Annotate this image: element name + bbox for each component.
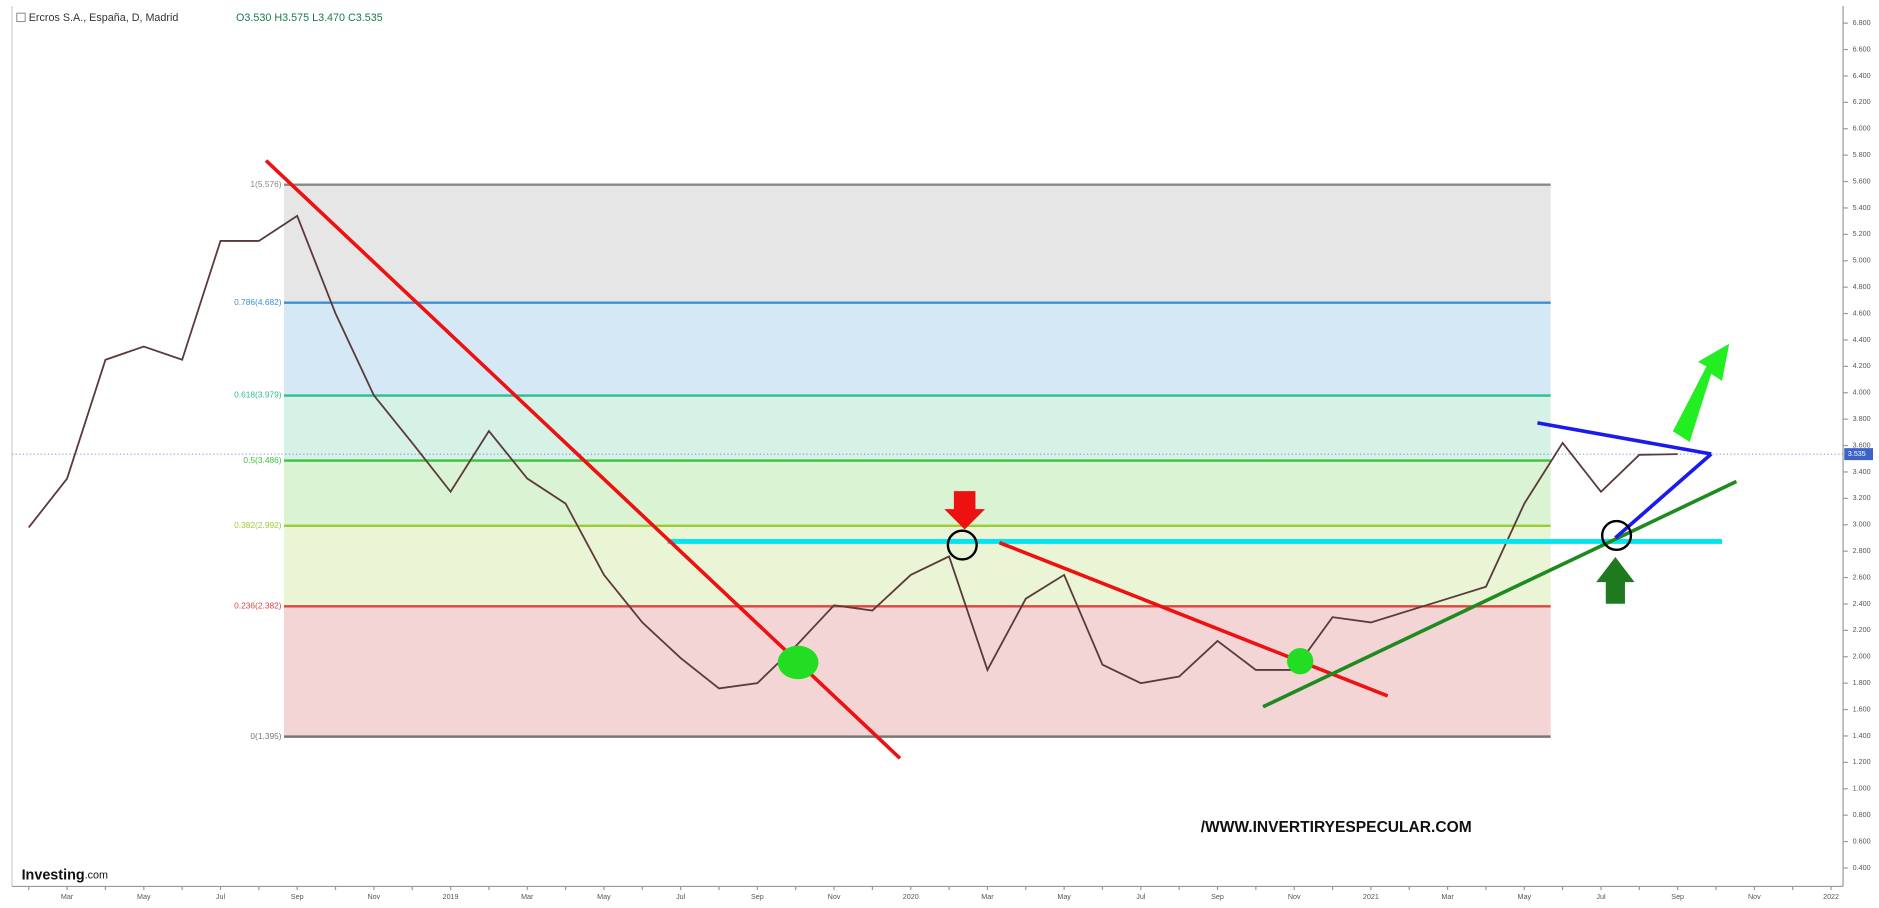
collapse-icon[interactable]: [16, 12, 26, 23]
y-tick-label: 5.800: [1853, 151, 1871, 159]
marker-dot: [1287, 648, 1314, 675]
y-tick-label: 2.000: [1853, 653, 1871, 661]
x-tick-label: May: [597, 893, 611, 901]
trend-line: [998, 540, 1389, 698]
x-tick-label: Mar: [1441, 893, 1454, 901]
fib-band: [284, 395, 1551, 461]
labels: 0.400 0.600 0.800 1.000 1.200 1.400 1.600 1.800…: [61, 19, 1874, 901]
target-arrow: [1672, 343, 1730, 443]
x-tick-label: 2022: [1823, 893, 1839, 901]
y-tick-label: 2.600: [1853, 573, 1871, 581]
fib-label: 0.786(4.682): [234, 297, 282, 307]
down-arrow: [944, 491, 986, 530]
chart-title: Ercros S.A., España, D, Madrid: [29, 12, 179, 24]
y-tick-label: 1.000: [1853, 785, 1871, 793]
y-tick-label: 3.000: [1853, 521, 1871, 529]
y-tick-label: 3.800: [1853, 415, 1871, 423]
y-tick-label: 4.600: [1853, 309, 1871, 317]
y-tick-label: 2.200: [1853, 626, 1871, 634]
brand: Investing.com: [22, 867, 108, 883]
y-tick-label: 4.800: [1853, 283, 1871, 291]
brand-suffix: .com: [85, 870, 108, 882]
x-tick-label: May: [1518, 893, 1532, 901]
y-tick-label: 6.200: [1853, 98, 1871, 106]
x-tick-label: Mar: [521, 893, 534, 901]
triangle-line: [1537, 421, 1712, 456]
y-tick-label: 0.800: [1853, 811, 1871, 819]
fib-label: 0.236(2.382): [234, 601, 282, 611]
last-price-box: [1844, 448, 1874, 461]
marker-circle: [946, 529, 978, 561]
x-tick-label: Nov: [367, 893, 380, 901]
fib-band: [284, 302, 1551, 396]
y-tick-label: 3.600: [1853, 441, 1871, 449]
x-tick-label: Sep: [751, 893, 764, 901]
fib-band: [284, 460, 1551, 526]
brand-name: Investing: [22, 867, 85, 883]
x-tick-label: Sep: [291, 893, 304, 901]
y-tick-label: 6.000: [1853, 125, 1871, 133]
x-tick-label: Jul: [676, 893, 686, 901]
y-tick-label: 5.000: [1853, 257, 1871, 265]
fib-label: 0(1.395): [250, 731, 281, 741]
price-line: [28, 214, 1678, 690]
y-tick-label: 0.400: [1853, 864, 1871, 872]
x-tick-label: Nov: [828, 893, 841, 901]
x-tick-label: Sep: [1671, 893, 1684, 901]
y-tick-label: 5.200: [1853, 230, 1871, 238]
x-tick-label: Nov: [1748, 893, 1761, 901]
y-tick-label: 3.400: [1853, 468, 1871, 476]
x-tick-label: Sep: [1211, 893, 1224, 901]
x-tick-label: Jul: [1596, 893, 1606, 901]
up-arrow: [1596, 557, 1635, 604]
y-tick-label: 4.200: [1853, 362, 1871, 370]
fib-bands: [284, 184, 1551, 737]
x-tick-label: 2020: [903, 893, 919, 901]
x-tick-label: 2019: [443, 893, 459, 901]
y-tick-label: 0.600: [1853, 837, 1871, 845]
y-tick-label: 4.000: [1853, 389, 1871, 397]
y-tick-label: 2.800: [1853, 547, 1871, 555]
y-tick-label: 1.200: [1853, 758, 1871, 766]
x-tick-label: 2021: [1363, 893, 1379, 901]
y-tick-label: 5.400: [1853, 204, 1871, 212]
fib-label: 0.5(3.486): [243, 455, 281, 465]
fib-label: 1(5.576): [250, 179, 281, 189]
x-tick-label: Jul: [1136, 893, 1146, 901]
y-tick-label: 3.200: [1853, 494, 1871, 502]
y-tick-label: 6.400: [1853, 72, 1871, 80]
y-tick-label: 4.400: [1853, 336, 1871, 344]
y-tick-label: 1.400: [1853, 732, 1871, 740]
fib-band: [284, 184, 1551, 303]
plot: [11, 183, 1844, 738]
marker-circle: [1600, 519, 1633, 552]
axes: [11, 5, 1848, 891]
y-tick-label: 1.800: [1853, 679, 1871, 687]
x-tick-label: Mar: [61, 893, 74, 901]
triangle-line: [1614, 452, 1713, 540]
y-tick-label: 5.600: [1853, 177, 1871, 185]
trend-line: [1262, 479, 1738, 709]
x-tick-label: May: [137, 893, 151, 901]
fib-band: [284, 525, 1551, 607]
y-tick-label: 6.800: [1853, 19, 1871, 27]
fib-label: 0.618(3.979): [234, 390, 282, 400]
fib-band: [284, 606, 1551, 737]
y-tick-label: 1.600: [1853, 705, 1871, 713]
drawings: [264, 159, 1738, 760]
fib-label: 0.382(2.992): [234, 520, 282, 530]
x-tick-label: Nov: [1288, 893, 1301, 901]
marker-dot: [777, 645, 819, 680]
x-tick-label: Jul: [216, 893, 226, 901]
y-tick-label: 2.400: [1853, 600, 1871, 608]
last-price-label: 3.535: [1848, 450, 1866, 458]
watermark: /WWW.INVERTIRYESPECULAR.COM: [1201, 819, 1472, 836]
x-tick-label: Mar: [981, 893, 994, 901]
x-tick-label: May: [1057, 893, 1071, 901]
ohlc: O3.530 H3.575 L3.470 C3.535: [236, 12, 383, 24]
y-tick-label: 6.600: [1853, 45, 1871, 53]
